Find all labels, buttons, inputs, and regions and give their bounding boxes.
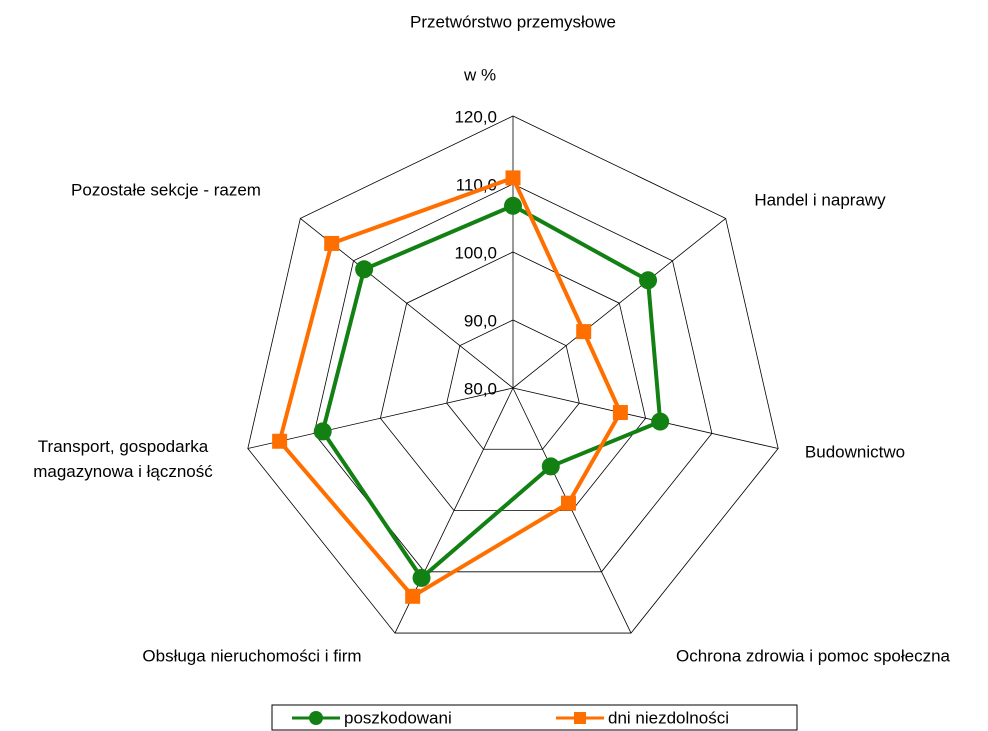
category-label: Handel i naprawy [754, 190, 886, 210]
grid-ring [247, 115, 779, 634]
y-tick-label: 100,0 [454, 243, 497, 262]
category-label: Pozostałe sekcje - razem [71, 180, 261, 200]
marker [504, 196, 522, 215]
category-label: Przetwórstwo przemysłowe [410, 12, 616, 32]
marker [313, 422, 332, 441]
axis-spoke [512, 387, 779, 449]
category-label: Ochrona zdrowia i pomoc społeczna [675, 646, 951, 666]
y-tick-label: 110,0 [456, 175, 497, 194]
legend-label: poszkodowani [344, 708, 452, 727]
marker [412, 568, 431, 587]
grid-ring [313, 183, 713, 573]
category-label: Obsługa nieruchomości i firm [142, 646, 362, 666]
grid-ring [379, 251, 647, 511]
axis-spoke [512, 218, 726, 389]
marker [612, 405, 628, 421]
axis-spoke [247, 387, 514, 449]
legend-label: dni niezdolności [608, 708, 729, 727]
y-tick-label: 80,0 [464, 379, 497, 398]
marker [505, 170, 521, 186]
legend-marker [309, 711, 323, 725]
marker [541, 457, 560, 476]
category-label: Transport, gospodarka magazynowa i łączn… [33, 437, 213, 481]
grid-ring [446, 319, 580, 450]
marker [355, 260, 374, 279]
y-tick-label: 120,0 [454, 107, 497, 126]
legend-marker [574, 712, 586, 724]
series-line [277, 175, 623, 599]
category-label: Budownictwo [804, 442, 906, 462]
marker [651, 412, 670, 431]
marker [272, 433, 288, 449]
marker [405, 588, 421, 604]
marker [576, 324, 592, 340]
marker [324, 235, 340, 251]
marker [639, 271, 658, 290]
unit-label: w % [463, 65, 496, 84]
y-tick-label: 90,0 [464, 311, 497, 330]
marker [560, 495, 576, 511]
legend-box [271, 704, 798, 731]
series-line [320, 203, 663, 580]
